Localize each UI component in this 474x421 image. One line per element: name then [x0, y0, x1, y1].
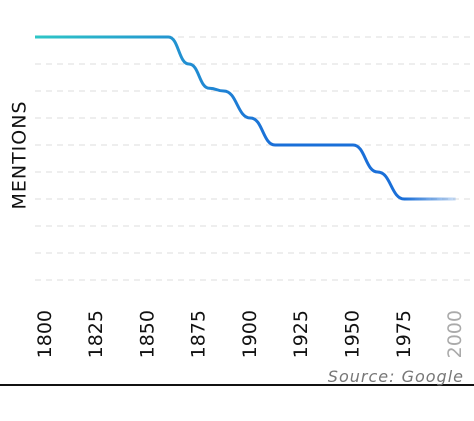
- x-tick-label: 2000: [444, 310, 466, 358]
- x-tick-label: 1800: [34, 310, 56, 358]
- x-tick-label: 1975: [393, 310, 415, 358]
- x-tick-label: 1900: [239, 310, 261, 358]
- data-line: [35, 35, 456, 201]
- y-axis-label: MENTIONS: [9, 100, 31, 209]
- source-note: Source: Google: [328, 367, 464, 386]
- x-tick-label: 1875: [188, 310, 210, 358]
- x-tick-label: 1850: [136, 310, 158, 358]
- x-tick-label: 1925: [290, 310, 312, 358]
- x-tick-label: 1825: [85, 310, 107, 358]
- x-tick-label: 1950: [342, 310, 364, 358]
